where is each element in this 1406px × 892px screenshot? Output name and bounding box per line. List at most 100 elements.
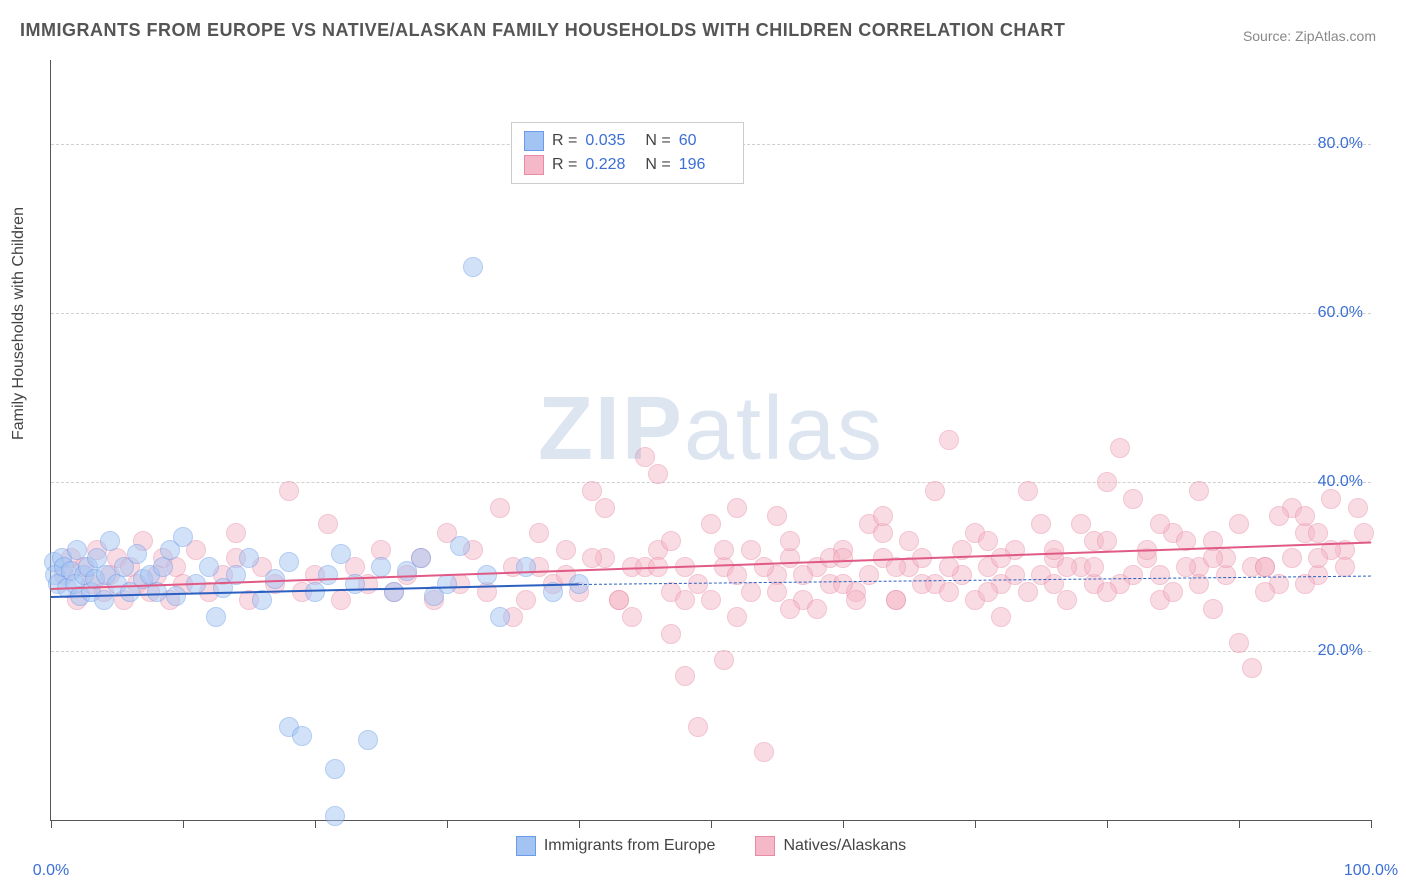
pink-point (1123, 489, 1143, 509)
blue-point (279, 552, 299, 572)
blue-point (450, 536, 470, 556)
pink-point (1269, 506, 1289, 526)
legend-row-pink: R = 0.228 N = 196 (524, 153, 731, 177)
pink-point (279, 481, 299, 501)
blue-point (371, 557, 391, 577)
pink-point (701, 514, 721, 534)
pink-point (688, 717, 708, 737)
pink-point (1097, 582, 1117, 602)
pink-point (767, 506, 787, 526)
pink-point (833, 574, 853, 594)
pink-point (939, 582, 959, 602)
legend-row-blue: R = 0.035 N = 60 (524, 129, 731, 153)
pink-point (1354, 523, 1374, 543)
blue-point (239, 548, 259, 568)
swatch-pink (524, 155, 544, 175)
swatch-blue (524, 131, 544, 151)
gridline (51, 482, 1371, 483)
pink-point (780, 531, 800, 551)
gridline (51, 313, 1371, 314)
blue-point (331, 544, 351, 564)
pink-point (1057, 557, 1077, 577)
x-tick-label: 0.0% (33, 862, 69, 880)
pink-point (595, 498, 615, 518)
pink-point (991, 607, 1011, 627)
blue-point (411, 548, 431, 568)
pink-point (991, 548, 1011, 568)
blue-point (173, 527, 193, 547)
pink-point (1150, 565, 1170, 585)
pink-point (661, 531, 681, 551)
r-value-blue: 0.035 (585, 129, 637, 153)
pink-point (1176, 557, 1196, 577)
pink-point (780, 599, 800, 619)
pink-point (1150, 514, 1170, 534)
pink-point (978, 582, 998, 602)
pink-point (807, 599, 827, 619)
pink-point (925, 481, 945, 501)
gridline (51, 651, 1371, 652)
pink-point (318, 514, 338, 534)
x-tick (315, 820, 316, 828)
pink-point (635, 447, 655, 467)
blue-point (325, 806, 345, 826)
pink-point (846, 590, 866, 610)
blue-point (252, 590, 272, 610)
blue-point (100, 531, 120, 551)
blue-point (358, 730, 378, 750)
pink-point (582, 548, 602, 568)
pink-point (1005, 565, 1025, 585)
pink-point (1110, 438, 1130, 458)
pink-point (978, 531, 998, 551)
x-tick (843, 820, 844, 828)
x-tick (183, 820, 184, 828)
pink-point (1097, 472, 1117, 492)
swatch-blue-icon (516, 836, 536, 856)
n-value-pink: 196 (679, 153, 731, 177)
pink-point (226, 523, 246, 543)
pink-point (1295, 506, 1315, 526)
pink-point (1229, 633, 1249, 653)
blue-point (94, 590, 114, 610)
pink-point (1282, 548, 1302, 568)
pink-point (1255, 557, 1275, 577)
pink-point (1018, 481, 1038, 501)
x-tick (711, 820, 712, 828)
pink-point (714, 540, 734, 560)
r-label: R = (552, 129, 577, 153)
pink-point (1203, 599, 1223, 619)
pink-point (675, 590, 695, 610)
n-label: N = (645, 129, 670, 153)
y-tick-label: 20.0% (1318, 642, 1363, 660)
pink-point (1348, 498, 1368, 518)
blue-point (127, 544, 147, 564)
source-attribution: Source: ZipAtlas.com (1243, 28, 1376, 44)
pink-point (1097, 531, 1117, 551)
blue-point (318, 565, 338, 585)
legend-label-pink: Natives/Alaskans (783, 837, 906, 855)
pink-point (741, 540, 761, 560)
blue-point (477, 565, 497, 585)
watermark: ZIPatlas (538, 378, 884, 481)
pink-point (899, 531, 919, 551)
pink-point (1308, 523, 1328, 543)
r-label: R = (552, 153, 577, 177)
pink-point (1044, 540, 1064, 560)
swatch-pink-icon (755, 836, 775, 856)
pink-point (714, 650, 734, 670)
n-value-blue: 60 (679, 129, 731, 153)
blue-point (437, 574, 457, 594)
x-tick (1371, 820, 1372, 828)
pink-point (701, 590, 721, 610)
pink-point (675, 666, 695, 686)
pink-point (582, 481, 602, 501)
pink-point (754, 557, 774, 577)
pink-point (727, 607, 747, 627)
x-tick (1107, 820, 1108, 828)
r-value-pink: 0.228 (585, 153, 637, 177)
blue-point (305, 582, 325, 602)
pink-point (873, 506, 893, 526)
pink-point (833, 548, 853, 568)
pink-point (609, 590, 629, 610)
blue-point (292, 726, 312, 746)
